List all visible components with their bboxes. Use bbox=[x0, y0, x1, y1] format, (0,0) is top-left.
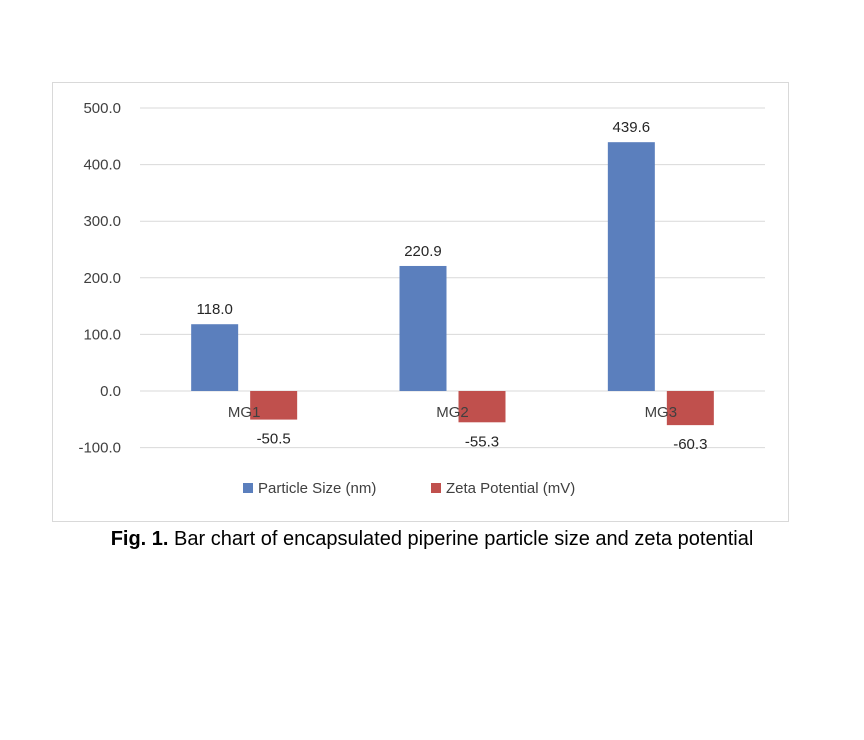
y-tick-label: 300.0 bbox=[83, 213, 121, 230]
legend-label: Particle Size (nm) bbox=[258, 480, 376, 497]
x-category-label: MG3 bbox=[645, 404, 678, 421]
y-tick-label: 0.0 bbox=[100, 383, 121, 400]
y-tick-label: 100.0 bbox=[83, 326, 121, 343]
legend-swatch bbox=[243, 483, 253, 493]
data-label: -60.3 bbox=[673, 436, 707, 453]
figure-caption: Fig. 1. Bar chart of encapsulated piperi… bbox=[0, 528, 864, 551]
y-tick-label: 500.0 bbox=[83, 100, 121, 117]
data-label: 118.0 bbox=[196, 301, 232, 318]
caption-text: Bar chart of encapsulated piperine parti… bbox=[168, 528, 754, 550]
x-category-label: MG1 bbox=[228, 404, 261, 421]
legend-label: Zeta Potential (mV) bbox=[446, 480, 575, 497]
x-category-label: MG2 bbox=[436, 404, 469, 421]
bar-zeta-potential bbox=[250, 391, 298, 420]
y-tick-label: -100.0 bbox=[78, 440, 121, 457]
chart-frame: 500.0 400.0 300.0 200.0 100.0 0.0 -100.0 118.0 2… bbox=[52, 82, 789, 522]
data-label: 439.6 bbox=[613, 119, 651, 136]
bar-zeta-potential bbox=[458, 391, 506, 423]
bar-particle-size bbox=[399, 265, 447, 391]
legend-swatch bbox=[431, 483, 441, 493]
bar-chart: 500.0 400.0 300.0 200.0 100.0 0.0 -100.0 118.0 2… bbox=[78, 100, 765, 497]
caption-lead: Fig. 1. bbox=[110, 528, 169, 550]
bar-particle-size bbox=[191, 324, 239, 391]
bar-particle-size bbox=[607, 142, 655, 391]
data-label: -50.5 bbox=[257, 431, 291, 448]
data-label: -55.3 bbox=[465, 433, 499, 450]
y-tick-label: 400.0 bbox=[83, 157, 121, 174]
y-tick-label: 200.0 bbox=[83, 270, 121, 287]
bar-zeta-potential bbox=[666, 391, 714, 426]
data-label: 220.9 bbox=[404, 243, 442, 260]
